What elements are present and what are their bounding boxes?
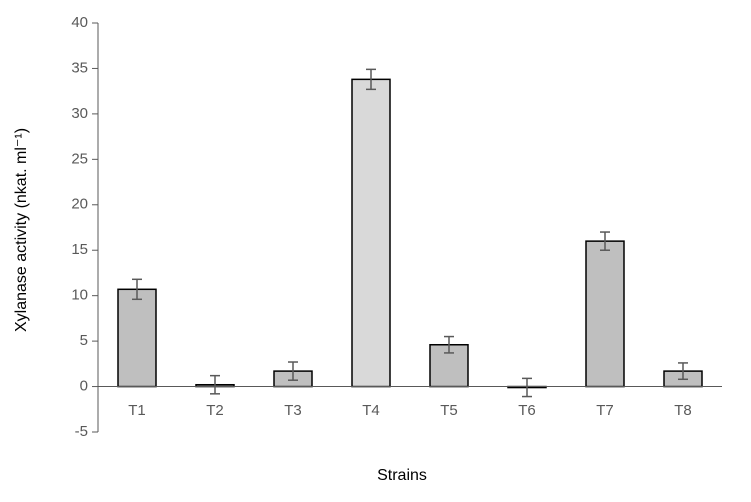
y-tick-label: 15 [71,241,88,258]
y-tick-label: 30 [71,105,88,122]
y-tick-label: 40 [71,14,88,31]
error-bar [444,335,454,354]
y-tick-label: -5 [75,423,88,440]
error-bar [600,231,610,251]
error-bar [132,278,142,301]
x-tick-label: T6 [518,402,536,419]
x-axis-title: Strains [377,467,427,484]
y-axis-title: Xylanase activity (nkat. ml⁻¹) [13,128,30,332]
error-bar [366,68,376,91]
error-bar [210,374,220,395]
y-tick-label: 10 [71,287,88,304]
x-tick-label: T1 [128,402,146,419]
y-tick-label: 35 [71,59,88,76]
error-bar [288,361,298,381]
y-tick-label: 0 [80,378,88,395]
x-tick-label: T3 [284,402,302,419]
y-tick-label: 5 [80,332,88,349]
bar [117,288,157,388]
y-tick-label: 20 [71,196,88,213]
x-tick-label: T7 [596,402,614,419]
bar [351,78,391,388]
x-tick-label: T8 [674,402,692,419]
y-tick-label: 25 [71,150,88,167]
x-tick-label: T2 [206,402,224,419]
error-bar [522,377,532,398]
bar [585,240,625,388]
error-bar [678,362,688,381]
x-tick-label: T4 [362,402,380,419]
x-tick-label: T5 [440,402,458,419]
